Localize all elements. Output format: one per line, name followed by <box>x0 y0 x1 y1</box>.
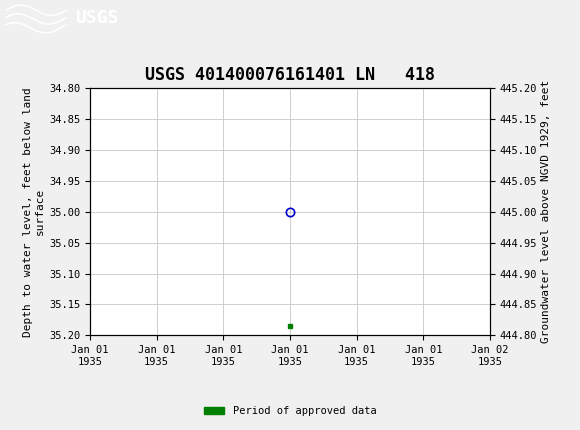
Y-axis label: Depth to water level, feet below land
surface: Depth to water level, feet below land su… <box>23 87 45 337</box>
Y-axis label: Groundwater level above NGVD 1929, feet: Groundwater level above NGVD 1929, feet <box>542 80 552 344</box>
Text: USGS: USGS <box>75 9 119 27</box>
Legend: Period of approved data: Period of approved data <box>200 402 380 421</box>
Title: USGS 401400076161401 LN   418: USGS 401400076161401 LN 418 <box>145 66 435 84</box>
